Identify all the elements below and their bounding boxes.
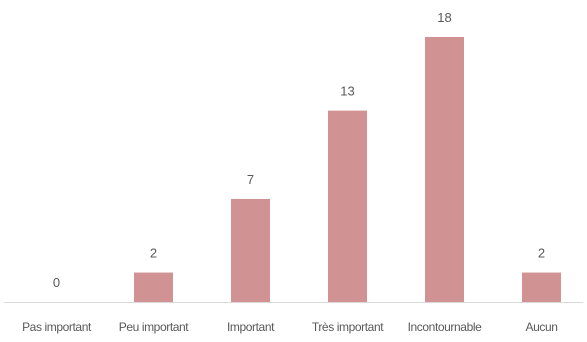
category-label: Incontournable: [408, 320, 483, 334]
data-label: 13: [340, 84, 354, 99]
data-label: 2: [538, 246, 545, 261]
bar: [328, 110, 367, 302]
data-label-group: 0 2 7 13 18 2: [53, 10, 545, 290]
data-label: 18: [437, 10, 451, 25]
bar: [425, 37, 464, 302]
data-label: 7: [247, 172, 254, 187]
data-label: 0: [53, 275, 60, 290]
bar-group: [134, 37, 561, 302]
category-label: Aucun: [525, 320, 557, 334]
bar: [231, 198, 270, 302]
data-label: 2: [150, 246, 157, 261]
category-label: Important: [227, 320, 275, 334]
category-label-group: Pas important Peu important Important Très …: [22, 320, 558, 334]
category-label: Pas important: [22, 320, 92, 334]
bar: [134, 272, 173, 302]
category-label: Très important: [312, 320, 384, 334]
category-label: Peu important: [119, 320, 190, 334]
bar: [522, 272, 561, 302]
